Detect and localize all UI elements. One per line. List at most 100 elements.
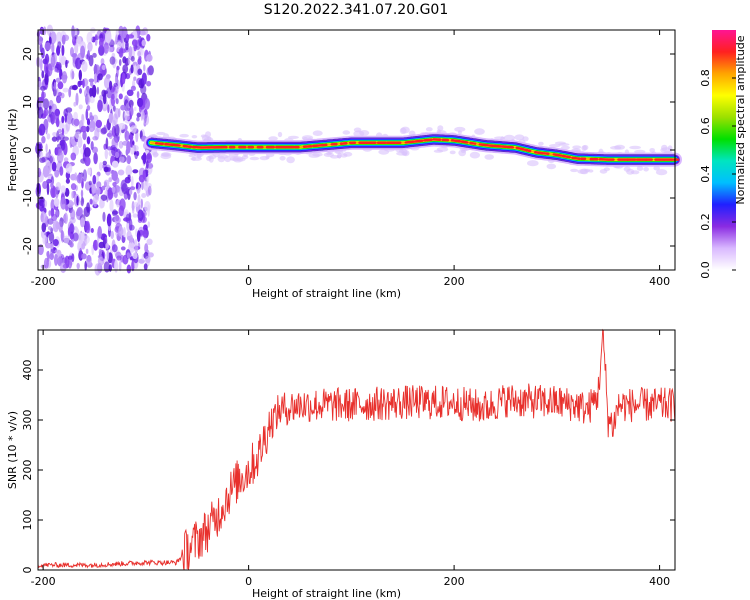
- noise-blob: [137, 58, 142, 65]
- noise-blob: [130, 85, 136, 92]
- ridge-peak: [552, 153, 563, 157]
- noise-blob: [80, 217, 85, 228]
- noise-blob: [43, 199, 48, 208]
- noise-blob: [88, 78, 95, 83]
- noise-blob: [55, 221, 60, 230]
- noise-blob: [109, 199, 114, 213]
- ridge-peak: [534, 150, 545, 155]
- noise-blob: [76, 173, 83, 184]
- spectrogram-y-tick-label: -10: [21, 189, 34, 207]
- ridge-halo: [636, 166, 644, 171]
- ridge-halo: [265, 155, 270, 159]
- ridge-halo: [425, 127, 433, 132]
- noise-blob: [88, 54, 94, 67]
- noise-blob: [146, 152, 152, 164]
- noise-blob: [72, 232, 79, 242]
- noise-blob: [80, 196, 84, 207]
- noise-blob: [98, 248, 103, 256]
- noise-blob: [146, 67, 151, 76]
- noise-blob: [92, 146, 98, 154]
- snr-series-line: [37, 328, 676, 571]
- noise-blob: [136, 91, 140, 99]
- noise-blob: [136, 182, 139, 189]
- noise-blob: [96, 181, 102, 189]
- ridge-halo: [433, 149, 444, 153]
- ridge-halo: [302, 137, 308, 141]
- noise-blob: [45, 66, 49, 77]
- ridge-halo: [191, 135, 198, 139]
- noise-blob: [92, 52, 97, 58]
- ridge-halo: [474, 128, 485, 135]
- noise-blob: [43, 110, 47, 119]
- noise-blob: [69, 240, 73, 248]
- noise-blob: [120, 179, 127, 192]
- noise-blob: [106, 213, 112, 227]
- noise-blob: [131, 175, 134, 189]
- ridge-edge: [150, 144, 675, 165]
- noise-blob: [76, 195, 79, 206]
- ridge-halo: [241, 155, 249, 160]
- noise-blob: [133, 191, 137, 201]
- noise-blob: [137, 209, 144, 221]
- noise-blob: [40, 58, 43, 72]
- noise-blob: [39, 28, 45, 34]
- spectrogram-y-ticks: -20 -10 0 10 20: [21, 47, 675, 255]
- noise-blob: [118, 25, 124, 37]
- noise-blob: [116, 65, 119, 78]
- noise-blob: [79, 247, 82, 260]
- noise-blob: [111, 160, 119, 168]
- noise-blob: [126, 252, 131, 259]
- noise-blob: [125, 165, 133, 177]
- ridge-halo: [610, 145, 622, 150]
- ridge-peak: [460, 140, 469, 144]
- snr-frame: [37, 329, 676, 571]
- noise-blob: [56, 136, 62, 141]
- ridge-halo: [277, 131, 283, 138]
- noise-blob: [99, 37, 104, 48]
- noise-blob: [112, 209, 118, 217]
- noise-blob: [41, 70, 45, 79]
- noise-blob: [81, 253, 87, 260]
- noise-blob: [94, 39, 99, 46]
- noise-blob: [137, 68, 143, 76]
- noise-blob: [89, 96, 95, 104]
- noise-blob: [127, 34, 135, 39]
- ridge-peak: [423, 138, 433, 142]
- noise-blob: [91, 183, 96, 194]
- noise-blob: [63, 235, 70, 244]
- noise-blob: [37, 35, 43, 46]
- noise-blob: [37, 244, 44, 256]
- noise-blob: [106, 249, 110, 261]
- noise-blob: [118, 261, 122, 272]
- noise-blob: [39, 151, 44, 159]
- ridge-peak: [524, 148, 532, 153]
- noise-blob: [87, 167, 92, 176]
- noise-blob: [48, 105, 52, 110]
- noise-blob: [128, 134, 134, 141]
- noise-blob: [78, 232, 84, 245]
- snr-x-ticks: -200 0 200 400: [31, 330, 670, 588]
- ridge-halo: [161, 152, 170, 157]
- noise-blob: [40, 174, 44, 181]
- ridge-halo: [398, 149, 405, 153]
- noise-blob: [58, 148, 63, 156]
- noise-blob: [142, 27, 149, 36]
- noise-blob: [62, 136, 69, 141]
- noise-blob: [51, 213, 58, 221]
- noise-blob: [141, 193, 147, 198]
- ridge-halo: [188, 154, 196, 158]
- ridge-peak: [571, 156, 581, 160]
- ridge-peak: [182, 144, 193, 149]
- ridge-halo: [201, 134, 210, 142]
- noise-blob: [63, 157, 69, 162]
- noise-blob: [111, 186, 116, 194]
- noise-blob: [60, 196, 67, 210]
- colorbar-tick-label: 0.0: [699, 261, 712, 279]
- noise-blob: [132, 252, 138, 260]
- colorbar-tick-label: 0.4: [699, 165, 712, 183]
- ridge-halo: [268, 136, 278, 141]
- noise-blob: [65, 178, 70, 184]
- noise-blob: [113, 191, 118, 198]
- noise-blob: [120, 246, 126, 251]
- ridge-halo: [400, 126, 410, 134]
